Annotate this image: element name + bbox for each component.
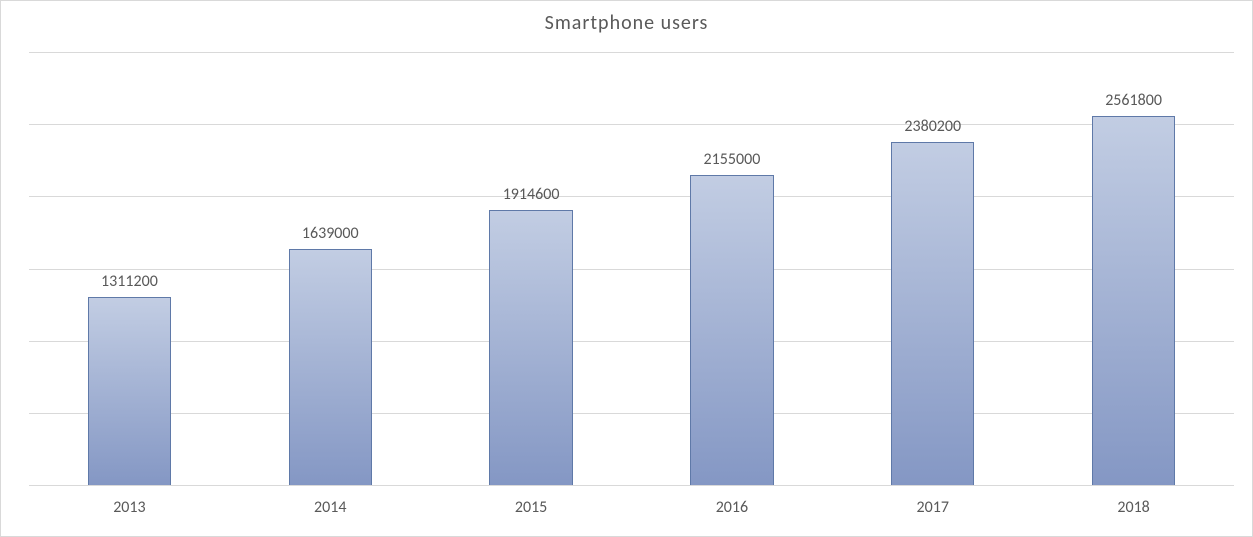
chart-frame: Smartphone users 13112001639000191460021… xyxy=(0,0,1253,537)
bar-slot: 2561800 xyxy=(1033,53,1234,486)
bar xyxy=(1092,116,1175,486)
bar-slot: 1914600 xyxy=(431,53,632,486)
x-axis-label: 2018 xyxy=(1033,498,1234,517)
chart-title: Smartphone users xyxy=(1,11,1252,35)
bar xyxy=(88,297,171,486)
bar-slot: 1311200 xyxy=(29,53,230,486)
x-axis-line xyxy=(29,485,1234,486)
bar-slot: 2380200 xyxy=(832,53,1033,486)
x-axis-labels: 201320142015201620172018 xyxy=(29,498,1234,522)
bar xyxy=(489,210,572,486)
x-axis-label: 2016 xyxy=(632,498,833,517)
plot-area: 1311200163900019146002155000238020025618… xyxy=(29,53,1234,486)
x-axis-label: 2017 xyxy=(832,498,1033,517)
bar xyxy=(690,175,773,486)
x-axis-label: 2014 xyxy=(230,498,431,517)
bar-slot: 1639000 xyxy=(230,53,431,486)
bar-data-label: 2561800 xyxy=(933,91,1253,110)
bars-container: 1311200163900019146002155000238020025618… xyxy=(29,53,1234,486)
bar xyxy=(289,249,372,486)
x-axis-label: 2015 xyxy=(431,498,632,517)
x-axis-label: 2013 xyxy=(29,498,230,517)
bar xyxy=(891,142,974,486)
